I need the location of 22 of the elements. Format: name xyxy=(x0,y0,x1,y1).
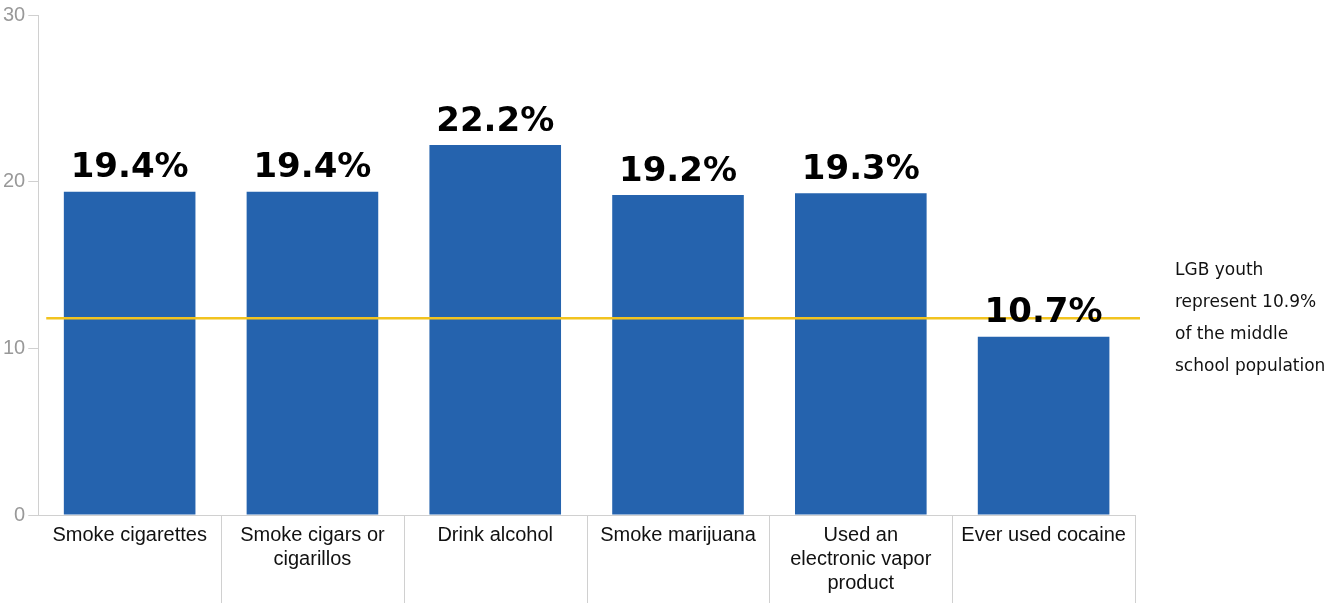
bar xyxy=(429,145,562,515)
y-tick-label: 10 xyxy=(3,335,26,358)
data-label: 19.3% xyxy=(801,147,920,188)
data-label: 19.4% xyxy=(253,145,372,186)
x-tick-label: Smoke marijuana xyxy=(600,522,757,545)
x-tick-label: Smoke cigars or cigarillos xyxy=(240,522,386,569)
x-tick-label: Used an electronic vapor product xyxy=(790,522,932,593)
data-label: 19.4% xyxy=(70,145,189,186)
y-tick-label: 30 xyxy=(3,2,26,25)
ref-line-label: LGB youth represent 10.9% of the middle school population xyxy=(1175,258,1326,375)
data-label: 19.2% xyxy=(619,148,737,189)
data-label: 22.2% xyxy=(436,98,555,139)
x-tick-label: Drink alcohol xyxy=(437,522,554,545)
x-tick-label: Ever used cocaine xyxy=(961,522,1126,545)
bar xyxy=(795,193,927,515)
x-tick-label: Smoke cigarettes xyxy=(52,522,207,545)
bar xyxy=(246,191,379,515)
y-tick-label: 20 xyxy=(3,169,26,192)
bar xyxy=(612,195,744,515)
y-tick-label: 0 xyxy=(14,502,26,525)
bar xyxy=(977,336,1110,515)
bar xyxy=(63,191,196,515)
